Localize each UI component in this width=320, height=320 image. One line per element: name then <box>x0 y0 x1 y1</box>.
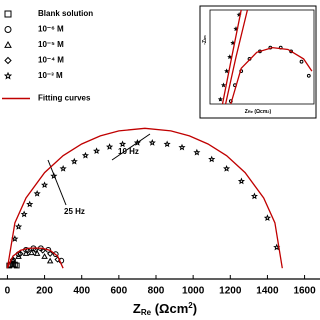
point <box>59 164 67 172</box>
point <box>106 143 114 150</box>
inset-axes <box>209 9 315 105</box>
legend-label: 10⁻⁵ M <box>38 40 64 49</box>
x-tick-label: 1000 <box>182 286 205 297</box>
fit-curve <box>230 46 313 105</box>
point <box>93 147 101 155</box>
legend-label: 10⁻⁴ M <box>38 56 64 65</box>
legend-marker <box>4 26 12 33</box>
point <box>15 253 22 259</box>
legend-marker <box>3 71 13 80</box>
point <box>41 253 48 259</box>
legend-marker <box>4 40 12 48</box>
point <box>208 155 216 163</box>
point <box>220 82 227 88</box>
x-tick-label: 200 <box>36 286 53 297</box>
point <box>193 148 201 156</box>
point <box>47 250 54 257</box>
point <box>24 247 31 254</box>
point <box>223 164 231 172</box>
point <box>11 235 19 242</box>
point <box>119 140 127 148</box>
point <box>299 59 304 64</box>
legend-label: Blank solution <box>38 9 93 18</box>
point <box>70 157 78 165</box>
point <box>224 68 230 74</box>
point <box>22 250 30 256</box>
x-tick-label: 400 <box>73 286 90 297</box>
point <box>46 257 54 264</box>
inset-plot <box>217 9 313 105</box>
legend-marker <box>4 56 12 65</box>
point <box>81 151 89 159</box>
point <box>50 172 58 180</box>
point <box>237 177 245 185</box>
point <box>13 262 20 269</box>
point <box>148 139 156 146</box>
point <box>217 96 223 102</box>
inset-x-label: ZRe (Ωcm2) <box>245 109 272 115</box>
inset-frame <box>199 5 317 119</box>
point <box>28 249 35 256</box>
point <box>163 140 171 148</box>
legend-label: 10⁻³ M <box>38 71 63 80</box>
point <box>230 40 236 46</box>
point <box>17 250 24 257</box>
annotation: 25 Hz <box>64 207 85 216</box>
legend-marker <box>4 10 12 18</box>
x-tick-label: 600 <box>111 286 128 297</box>
point <box>32 246 39 253</box>
fit-curve <box>6 127 283 269</box>
point <box>133 139 141 146</box>
point <box>26 200 34 208</box>
plot-area <box>6 127 283 269</box>
inset-y-label: -ZIm <box>202 35 208 45</box>
point <box>15 223 23 230</box>
point <box>250 192 258 200</box>
point <box>227 54 233 60</box>
point <box>39 247 46 254</box>
legend-label: Fitting curves <box>38 94 91 103</box>
point <box>178 143 186 151</box>
annotation-arrow <box>111 133 151 161</box>
point <box>306 73 311 78</box>
x-tick-label: 1200 <box>219 286 242 297</box>
point <box>33 250 41 256</box>
point <box>20 210 28 218</box>
legend-label: 10⁻⁶ M <box>38 25 64 34</box>
point <box>52 251 59 258</box>
point <box>289 49 294 54</box>
point <box>33 189 41 197</box>
point <box>263 214 271 221</box>
x-tick-label: 1600 <box>293 286 316 297</box>
x-tick-label: 1400 <box>256 286 279 297</box>
x-tick-label: 0 <box>5 286 11 297</box>
annotation: 10 Hz <box>118 147 139 156</box>
point <box>41 181 49 189</box>
x-tick-label: 800 <box>148 286 165 297</box>
fit-curve <box>221 9 249 105</box>
x-axis-label: ZRe (Ωcm2) <box>133 301 197 317</box>
